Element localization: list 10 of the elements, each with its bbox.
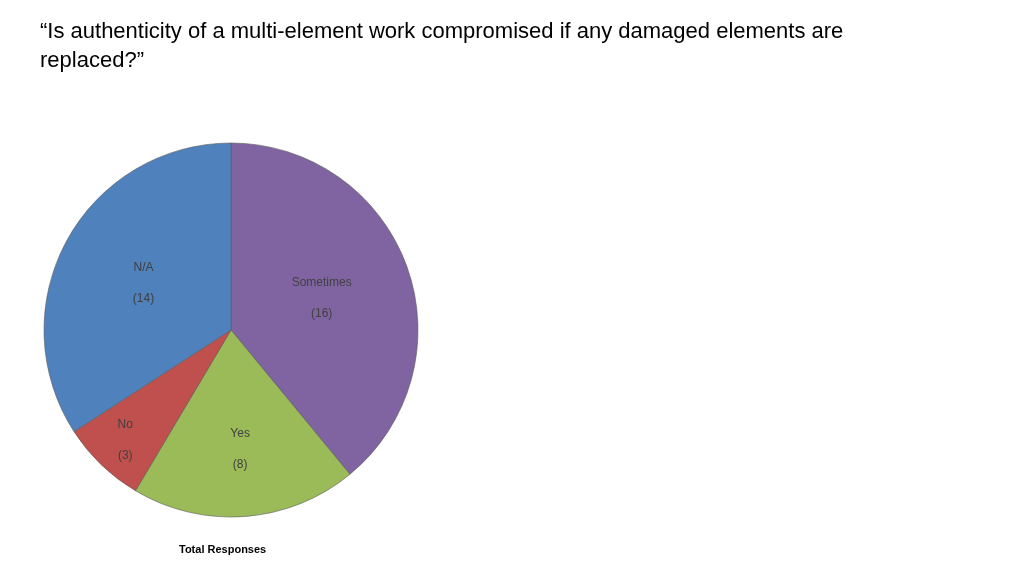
data-label: (8) bbox=[232, 456, 248, 471]
data-label: (14) bbox=[132, 291, 155, 306]
chart-title: “Is authenticity of a multi-element work compromised if any damaged elements are replaced?” bbox=[40, 18, 844, 72]
data-label: (3) bbox=[117, 448, 133, 463]
slice-label: N/A bbox=[133, 259, 154, 274]
slice-label: Yes bbox=[230, 425, 250, 440]
slice-label: Sometimes bbox=[291, 274, 352, 289]
slice-label: No bbox=[117, 417, 134, 432]
data-label: (16) bbox=[310, 306, 333, 321]
text: Total Responses bbox=[179, 543, 267, 555]
